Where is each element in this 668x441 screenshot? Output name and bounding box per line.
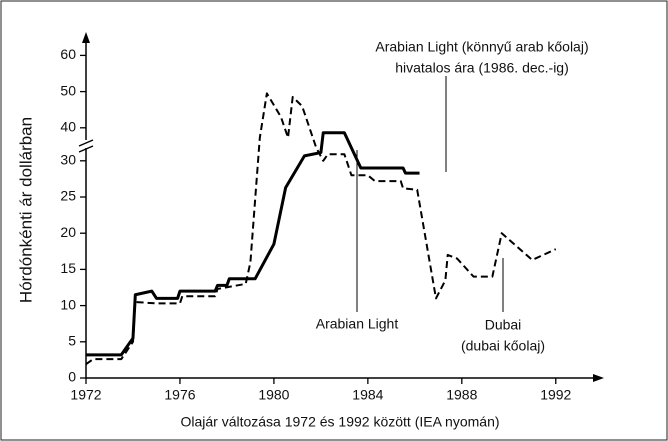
x-tick-label: 1988	[446, 387, 477, 403]
annotation: (dubai kőolaj)	[461, 338, 545, 354]
y-tick-label: 50	[60, 82, 76, 98]
y-arrow	[82, 32, 90, 43]
break-mark	[78, 139, 94, 147]
break-mark	[78, 145, 94, 153]
y-tick-label: 10	[60, 296, 76, 312]
x-arrow	[593, 374, 604, 382]
y-tick-label: 25	[60, 188, 76, 204]
y-tick-label: 30	[60, 152, 76, 168]
y-tick-label: 15	[60, 260, 76, 276]
y-tick-label: 40	[60, 119, 76, 135]
y-axis-label: Hórdónkénti ár dollárban	[16, 117, 35, 303]
annotation: hivatalos ára (1986. dec.-ig)	[395, 60, 569, 76]
x-tick-label: 1984	[352, 387, 383, 403]
y-tick-label: 5	[68, 333, 76, 349]
y-tick-label: 60	[60, 46, 76, 62]
y-tick-label: 0	[68, 369, 76, 385]
annotation: Arabian Light (könnyű arab kőolaj)	[375, 39, 588, 55]
break-gap	[80, 140, 92, 148]
annotation: Dubai	[485, 317, 522, 333]
annotation: Arabian Light	[316, 316, 399, 332]
x-tick-label: 1980	[258, 387, 289, 403]
x-tick-label: 1976	[164, 387, 195, 403]
series-line	[86, 131, 420, 357]
y-tick-label: 20	[60, 224, 76, 240]
x-tick-label: 1972	[70, 387, 101, 403]
caption: Olajár változása 1972 és 1992 között (IE…	[180, 414, 499, 430]
series-line	[85, 92, 557, 366]
x-tick-label: 1992	[540, 387, 571, 403]
